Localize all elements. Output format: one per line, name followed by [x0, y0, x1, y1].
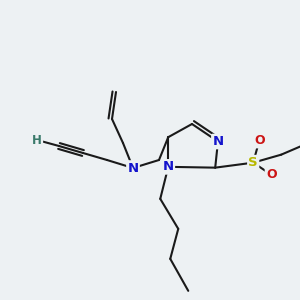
Text: N: N — [212, 135, 224, 148]
Text: S: S — [248, 156, 258, 169]
Text: O: O — [254, 134, 265, 147]
Text: O: O — [266, 168, 277, 181]
Text: N: N — [163, 160, 174, 173]
Text: H: H — [32, 134, 42, 146]
Text: N: N — [128, 161, 139, 175]
